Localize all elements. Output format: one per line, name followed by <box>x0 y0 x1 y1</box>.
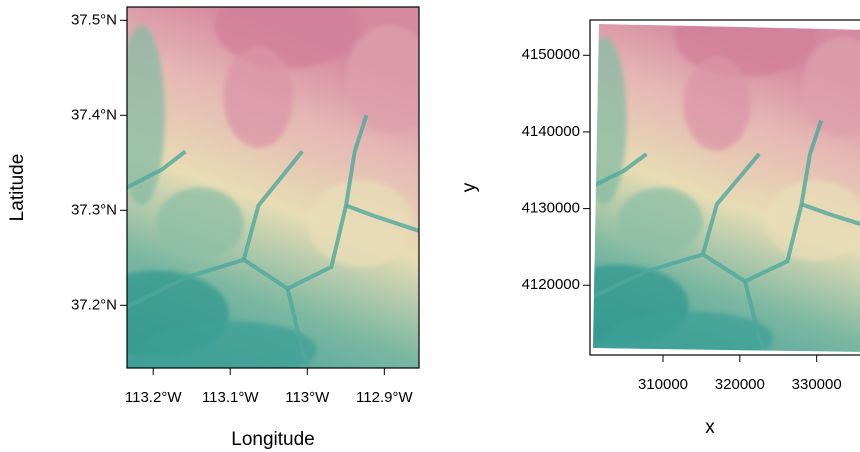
x-axis-title: x <box>705 417 715 438</box>
terrain-blob <box>223 46 294 148</box>
x-tick-label: 310000 <box>638 376 688 393</box>
terrain-blob <box>604 311 774 352</box>
y-tick-label: 4130000 <box>522 200 580 217</box>
y-tick-label: 37.5°N <box>71 11 117 28</box>
terrain <box>127 7 419 368</box>
y-axis-title: y <box>459 182 480 192</box>
y-tick-label: 37.2°N <box>71 296 117 313</box>
terrain-blob <box>141 321 317 368</box>
river <box>241 150 304 261</box>
terrain-blob <box>127 25 165 206</box>
river <box>127 114 369 309</box>
terrain-blob <box>308 180 414 267</box>
x-tick-label: 113.1°W <box>202 389 259 406</box>
x-tick-label: 113°W <box>285 389 330 406</box>
terrain <box>593 24 860 352</box>
y-tick-label: 4150000 <box>522 46 580 63</box>
river <box>743 280 767 352</box>
y-tick-label: 4140000 <box>522 123 580 140</box>
x-tick-label: 320000 <box>715 376 765 393</box>
terrain-blob <box>156 187 244 260</box>
x-tick-label: 113.2°W <box>125 389 182 406</box>
river <box>593 152 648 190</box>
x-axis-title: Longitude <box>231 429 314 450</box>
terrain-blob <box>764 180 860 262</box>
y-tick-label: 37.3°N <box>71 201 117 218</box>
terrain-blob <box>674 24 816 77</box>
y-tick-label: 37.4°N <box>71 106 117 123</box>
y-axis-title: Latitude <box>7 154 28 222</box>
river <box>800 202 860 230</box>
terrain-blob <box>801 36 860 138</box>
terrain-blob <box>618 187 703 255</box>
terrain-blob <box>593 36 627 205</box>
plot-frame <box>126 6 420 369</box>
river <box>345 203 419 233</box>
y-tick-label: 4120000 <box>522 276 580 293</box>
terrain-blob <box>683 56 751 151</box>
x-tick-label: 112.9°W <box>356 389 413 406</box>
river <box>285 288 310 368</box>
river <box>700 152 761 256</box>
plot-frame <box>589 19 860 356</box>
x-tick-label: 330000 <box>792 376 842 393</box>
river <box>127 149 187 190</box>
river <box>593 119 824 300</box>
terrain-blob <box>346 25 419 134</box>
